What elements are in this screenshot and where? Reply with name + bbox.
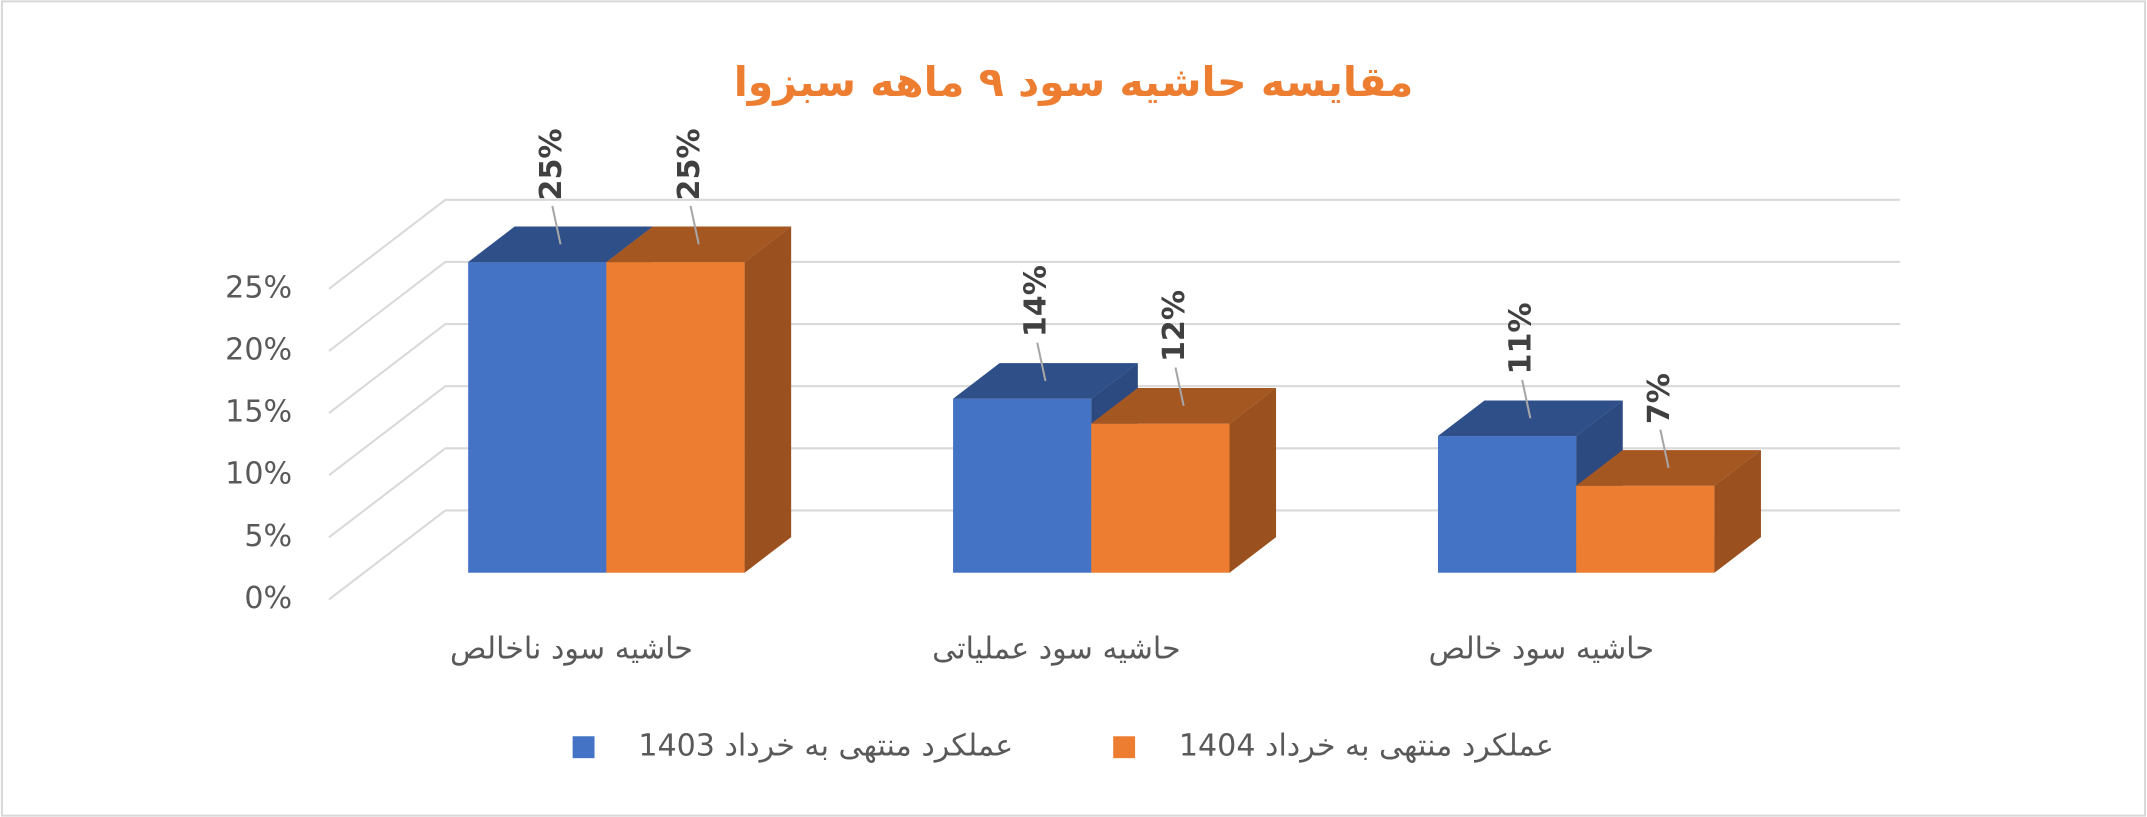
x-tick-label: حاشیه سود خالص	[1429, 632, 1654, 667]
y-tick-label: 20%	[225, 332, 292, 367]
y-tick-label: 5%	[244, 519, 292, 554]
grid-line	[328, 385, 1901, 476]
leader-line	[1659, 429, 1670, 469]
bar	[1576, 485, 1715, 573]
leader-line	[1174, 367, 1185, 407]
grid-line	[328, 260, 1901, 352]
bar	[1437, 436, 1577, 573]
bar	[953, 398, 1092, 573]
grid-line	[328, 323, 1901, 414]
bar-side	[1714, 450, 1761, 573]
bar-side	[744, 226, 792, 573]
grid-line	[328, 447, 1901, 539]
legend-swatch	[572, 736, 595, 759]
bar-side-shade	[1714, 450, 1761, 573]
bar-side-shade	[744, 226, 792, 573]
bar-top	[1091, 388, 1277, 424]
bar	[606, 262, 745, 573]
bar-top-shade	[1091, 388, 1277, 424]
legend-swatch	[1113, 736, 1136, 759]
y-tick-label: 15%	[225, 395, 292, 430]
y-tick-label: 25%	[225, 270, 292, 305]
data-label: 12%	[1157, 290, 1192, 362]
y-tick-label: 0%	[244, 581, 292, 616]
bar-top-shade	[606, 226, 792, 263]
data-label: 11%	[1504, 302, 1539, 374]
chart-title: مقایسه حاشیه سود ۹ ماهه سبزوا	[734, 58, 1414, 107]
grid-line	[328, 509, 1901, 601]
grid-line	[328, 198, 1901, 290]
leader-line	[1036, 342, 1047, 382]
leader-line	[689, 205, 700, 245]
bar	[1091, 423, 1230, 573]
leader-line	[1521, 379, 1532, 419]
legend-label: عملکرد منتهی به خرداد 1404	[1179, 729, 1554, 764]
data-label: 7%	[1642, 373, 1677, 424]
bar-top	[606, 226, 792, 263]
bar-side-shade	[1229, 388, 1277, 573]
bar-side	[1229, 388, 1277, 573]
y-tick-label: 10%	[225, 457, 292, 492]
bar	[468, 262, 607, 573]
data-label: 25%	[672, 128, 707, 200]
leader-line	[551, 205, 562, 245]
x-tick-label: حاشیه سود ناخالص	[450, 632, 693, 667]
data-label: 14%	[1019, 265, 1054, 337]
x-tick-label: حاشیه سود عملیاتی	[932, 632, 1181, 667]
legend-label: عملکرد منتهی به خرداد 1403	[638, 729, 1013, 764]
data-label: 25%	[534, 128, 569, 200]
